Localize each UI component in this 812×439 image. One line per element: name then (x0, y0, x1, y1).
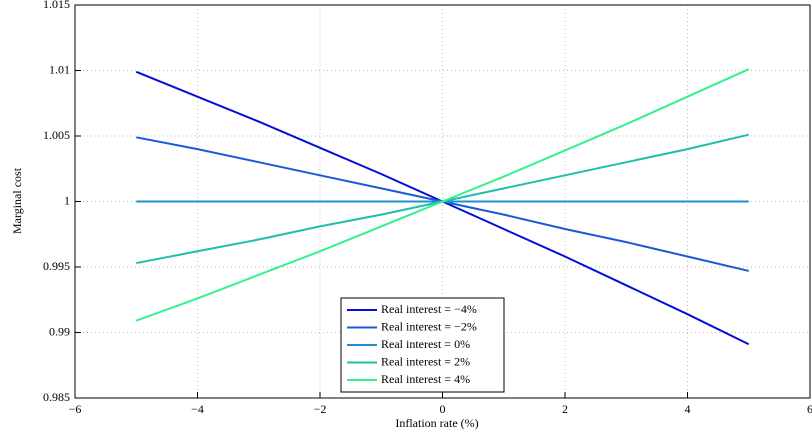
x-axis-label: Inflation rate (%) (395, 416, 478, 430)
x-tick-label: −6 (69, 402, 82, 416)
legend-label: Real interest = −4% (381, 302, 477, 316)
y-tick-label: 1.005 (43, 128, 70, 142)
x-tick-label: 2 (562, 402, 568, 416)
y-tick-label: 0.985 (43, 390, 70, 404)
y-axis-label: Marginal cost (10, 167, 24, 234)
x-tick-label: 4 (685, 402, 691, 416)
y-tick-label: 1.01 (49, 62, 70, 76)
legend-label: Real interest = −2% (381, 319, 477, 333)
y-tick-label: 1 (64, 193, 70, 207)
x-tick-label: 6 (807, 402, 812, 416)
y-tick-label: 1.015 (43, 0, 70, 11)
data-line (135, 68, 750, 322)
x-tick-label: 0 (440, 402, 446, 416)
plot-frame (74, 4, 811, 399)
legend-label: Real interest = 2% (381, 354, 470, 368)
x-tick-label: −2 (314, 402, 327, 416)
x-tick-label: −4 (191, 402, 204, 416)
legend-label: Real interest = 4% (381, 372, 470, 386)
y-tick-label: 0.99 (49, 324, 70, 338)
legend-label: Real interest = 0% (381, 337, 470, 351)
y-tick-label: 0.995 (43, 259, 70, 273)
